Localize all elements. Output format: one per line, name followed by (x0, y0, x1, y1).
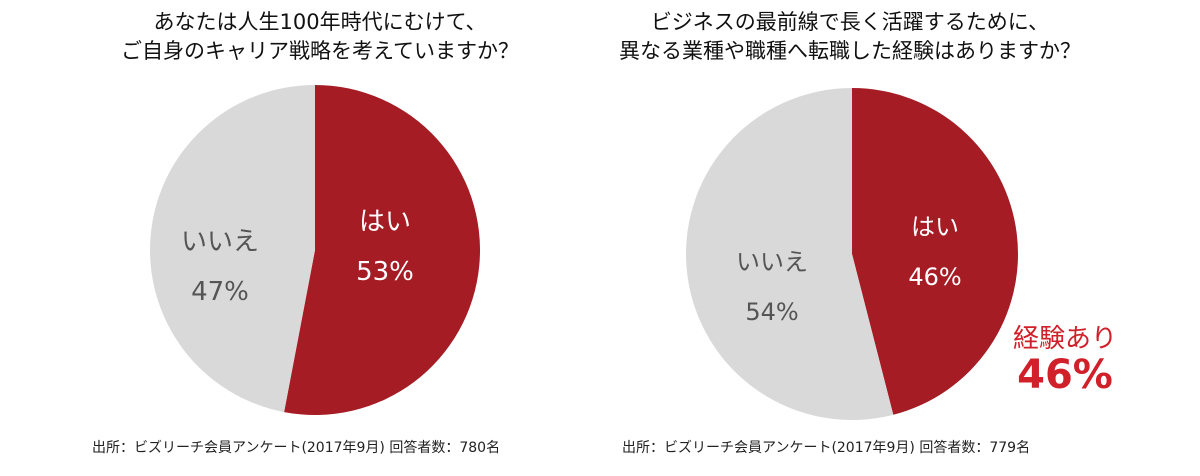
chart2-slice-yes (852, 88, 1018, 415)
chart1-slice-value: 47% (191, 277, 249, 307)
chart1-slice-yes (284, 84, 480, 415)
chart2-title-line1: ビジネスの最前線で長く活躍するために、 (650, 10, 1050, 34)
chart1-source: 出所：ビズリーチ会員アンケート(2017年9月) 回答者数：780名 (92, 440, 501, 456)
chart2-title: ビジネスの最前線で長く活躍するために、 異なる業種や職種へ転職した経験はあります… (560, 8, 1140, 66)
chart1-title: あなたは人生100年時代にむけて、 ご自身のキャリア戦略を考えていますか？ (40, 8, 600, 66)
chart1-title-line2: ご自身のキャリア戦略を考えていますか？ (121, 39, 519, 63)
annotation-value: 46% (1017, 352, 1113, 398)
chart1-slice-label: はい (359, 207, 411, 237)
chart2-slice-value: 46% (908, 263, 961, 291)
chart1-slice-no (150, 85, 315, 413)
chart1-slice-value: 53% (356, 257, 414, 287)
chart2-slice-label: はい (911, 213, 959, 241)
chart1-title-line1: あなたは人生100年時代にむけて、 (153, 10, 487, 34)
chart2-source: 出所：ビズリーチ会員アンケート(2017年9月) 回答者数：779名 (622, 440, 1031, 456)
chart2-slice-no (685, 88, 894, 420)
chart2-slice-value: 54% (745, 298, 798, 326)
chart2-slice-label: いいえ (736, 248, 808, 276)
chart2-title-line2: 異なる業種や職種へ転職した経験はありますか？ (619, 39, 1081, 63)
chart1-slice-label: いいえ (181, 227, 259, 257)
annotation-label: 経験あり (1012, 324, 1117, 354)
